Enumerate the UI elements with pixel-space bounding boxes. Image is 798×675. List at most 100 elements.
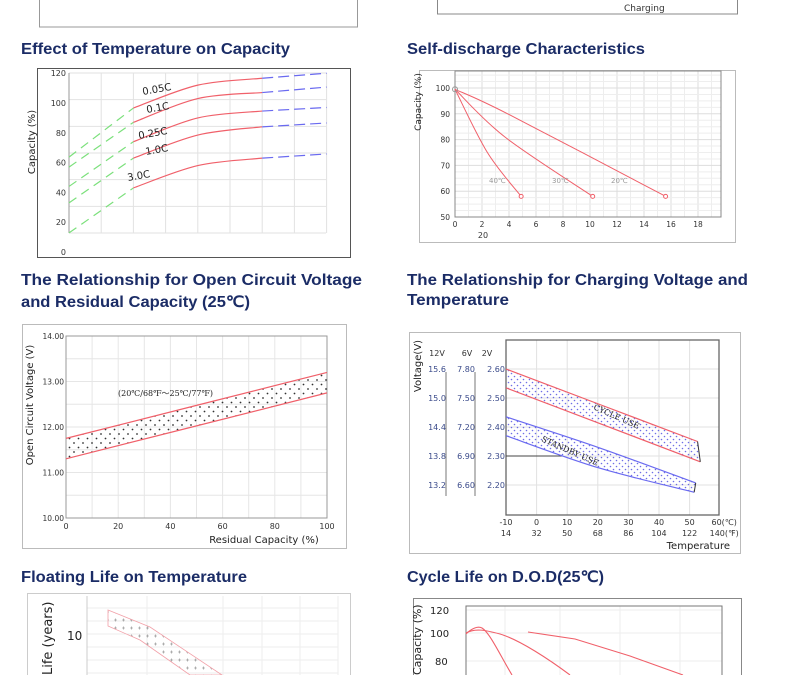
y-tick-label: 2.50 (487, 394, 505, 403)
title-self-discharge: Self-discharge Characteristics (407, 41, 645, 58)
x-tick-label: 40 (165, 522, 175, 531)
title-ocv-line1: The Relationship for Open Circuit Voltag… (21, 272, 362, 289)
y-tick-label: 120 (51, 69, 66, 78)
y-tick-100: 100 (430, 629, 449, 640)
series-line-red (133, 91, 263, 123)
band-lower-line (65, 392, 328, 460)
series-label-20c: 20℃ (611, 177, 628, 185)
series-segment-green (68, 107, 134, 158)
series-segment-green (68, 157, 134, 204)
y-tick-label: 70 (440, 161, 450, 170)
x-tick-label-celsius: 10 (562, 518, 572, 527)
band-end-line (697, 441, 701, 462)
y-tick-label: 13.00 (43, 378, 65, 387)
band-fill (66, 372, 327, 459)
band-lower-line (505, 435, 695, 493)
title-temp-capacity: Effect of Temperature on Capacity (21, 41, 290, 58)
series-line-red (133, 77, 263, 109)
series-line (454, 88, 666, 197)
y-tick-label: 60 (440, 187, 450, 196)
y-tick-label: 10.00 (43, 514, 65, 523)
dod-curve (465, 629, 571, 675)
chart-self-discharge: 50 60 70 80 90 100 0 2 4 6 8 10 12 14 16 18 Capacity (%… (414, 70, 736, 243)
y-axis-label: Open Circuit Voltage (V) (25, 345, 36, 466)
series-label-3.0c: 3.0C (127, 169, 151, 184)
series-segment-blue (262, 106, 327, 112)
y-tick-label: 7.20 (457, 423, 475, 432)
title-cycle-life: Cycle Life on D.O.D(25℃) (407, 569, 604, 586)
series-label-0.05c: 0.05C (142, 82, 173, 98)
band-end-line (693, 482, 697, 493)
title-ocv-line2: and Residual Capacity (25℃) (21, 294, 250, 311)
series-line (454, 88, 593, 197)
x-tick-label-fahrenheit: 122 (682, 529, 697, 538)
y-tick-label: 100 (436, 84, 451, 93)
series-line-red (133, 126, 263, 159)
series-segment-blue (262, 122, 327, 128)
title-charging-line1: The Relationship for Charging Voltage an… (407, 272, 748, 289)
x-tick-label-fahrenheit: 86 (623, 529, 633, 538)
y-axis-label: Capacity (%) (27, 110, 38, 174)
chart-cycle-life: Capacity (%) 120 100 80 (411, 598, 742, 675)
y-tick-label: 2.60 (487, 365, 505, 374)
y-tick-label: 80 (440, 136, 450, 145)
band-fill (506, 369, 701, 462)
series-start-marker (452, 86, 458, 93)
y-tick-label: 2.20 (487, 481, 505, 490)
previous-chart-label: Charging (624, 4, 665, 14)
band-upper-line (505, 368, 698, 443)
plot-area (454, 70, 722, 218)
plot-area (65, 335, 328, 519)
chart-floating-life: Life (years) 10 (27, 593, 351, 675)
x-tick-label-celsius: 40 (654, 518, 664, 527)
x-tick-label-fahrenheit: 68 (593, 529, 603, 538)
y-tick-label: 100 (51, 99, 66, 108)
x-tick-label-celsius: 20 (593, 518, 603, 527)
band-upper-line (65, 371, 328, 439)
x-tick-label-fahrenheit: 104 (651, 529, 666, 538)
x-tick-label-celsius: -10 (499, 518, 512, 527)
y-tick-label: 7.50 (457, 394, 475, 403)
y-tick-label: 12.00 (43, 423, 65, 432)
series-segment-blue (262, 86, 327, 94)
band-upper-line (505, 416, 696, 484)
x-tick-label-fahrenheit: 140(℉) (710, 529, 739, 538)
x-tick-label: 2 (480, 220, 485, 229)
dod-curve (527, 631, 684, 675)
series-line-red (133, 110, 263, 143)
scale-header-2v: 2V (482, 349, 493, 358)
x-tick-label-celsius: 0 (534, 518, 539, 527)
x-tick-label-fahrenheit: 14 (501, 529, 511, 538)
y-axis-label: Capacity (%) (414, 73, 424, 131)
y-tick-label: 50 (440, 213, 450, 222)
series-segment-green (68, 141, 134, 187)
x-tick-label: 6 (534, 220, 539, 229)
chart-frame (37, 68, 351, 258)
y-tick-label: 60 (56, 159, 66, 168)
x-tick-label-fahrenheit: 32 (532, 529, 542, 538)
y-tick-label: 0 (61, 248, 66, 257)
series-segment-green (68, 121, 134, 168)
chart-frame (413, 598, 742, 675)
series-segment-blue (262, 153, 327, 159)
x-tick-label: 60 (218, 522, 228, 531)
y-tick-label: 2.40 (487, 423, 505, 432)
x-tick-label: 8 (561, 220, 566, 229)
y-tick-120: 120 (430, 606, 449, 617)
x-tick-label: 0 (63, 522, 68, 531)
x-tick-label: 10 (585, 220, 595, 229)
y-tick-label: 13.8 (428, 452, 446, 461)
y-tick-label: 13.2 (428, 481, 446, 490)
x-tick-label: 100 (319, 522, 334, 531)
series-line (454, 89, 522, 197)
x-tick-label: 14 (639, 220, 649, 229)
x-tick-label: 80 (270, 522, 280, 531)
series-label-1.0c: 1.0C (145, 143, 169, 158)
temperature-range-annotation: (20℃/68℉～25℃/77℉) (118, 389, 213, 398)
x-tick-label-celsius: 50 (685, 518, 695, 527)
y-tick-label: 11.00 (43, 469, 65, 478)
y-tick-label: 90 (440, 110, 450, 119)
life-band (107, 609, 223, 675)
x-tick-label-celsius: 30 (623, 518, 633, 527)
